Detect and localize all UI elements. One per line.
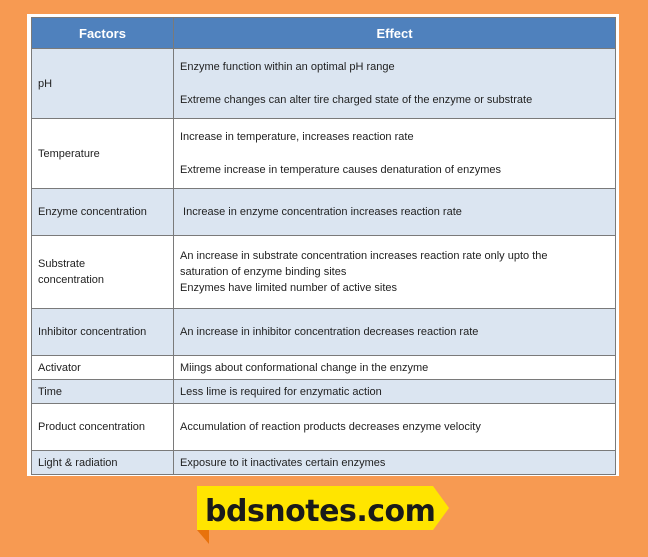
table-row: pH Enzyme function within an optimal pH …	[31, 48, 616, 119]
effect-cell: Enzyme function within an optimal pH ran…	[173, 48, 616, 119]
factor-cell: pH	[31, 48, 174, 119]
factor-cell: Substrate concentration	[31, 235, 174, 309]
effect-line: Enzymes have limited number of active si…	[180, 282, 398, 294]
effect-cell: An increase in inhibitor concentration d…	[173, 308, 616, 356]
factors-column-header: Factors	[31, 17, 174, 49]
effect-cell: An increase in substrate concentration i…	[173, 235, 616, 309]
effect-cell: Accumulation of reaction products decrea…	[173, 403, 616, 451]
effect-line: Increase in temperature, increases react…	[180, 131, 414, 143]
table-row: Temperature Increase in temperature, inc…	[31, 118, 616, 189]
table-row: Activator Miings about conformational ch…	[31, 355, 616, 380]
factor-cell: Activator	[31, 355, 174, 380]
factor-cell: Temperature	[31, 118, 174, 189]
table-header-row: Factors Effect	[31, 17, 616, 49]
table-row: Product concentration Accumulation of re…	[31, 403, 616, 451]
factor-cell: Product concentration	[31, 403, 174, 451]
table-row: Light & radiation Exposure to it inactiv…	[31, 450, 616, 475]
effect-cell: Increase in enzyme concentration increas…	[173, 188, 616, 236]
effect-cell: Less lime is required for enzymatic acti…	[173, 379, 616, 404]
effect-line: Extreme changes can alter tire charged s…	[180, 94, 533, 106]
logo-tag-shape	[197, 486, 449, 544]
effect-cell: Exposure to it inactivates certain enzym…	[173, 450, 616, 475]
factor-cell: Inhibitor concentration	[31, 308, 174, 356]
table-row: Inhibitor concentration An increase in i…	[31, 308, 616, 356]
logo-text: bdsnotes.com	[205, 494, 436, 529]
site-logo: bdsnotes.com	[197, 486, 449, 544]
effect-line: Extreme increase in temperature causes d…	[180, 164, 501, 176]
factor-cell: Enzyme concentration	[31, 188, 174, 236]
effect-line: saturation of enzyme binding sites	[180, 266, 347, 278]
effect-line: An increase in substrate concentration i…	[180, 250, 548, 262]
table-row: Time Less lime is required for enzymatic…	[31, 379, 616, 404]
table-row: Enzyme concentration Increase in enzyme …	[31, 188, 616, 236]
effect-cell: Increase in temperature, increases react…	[173, 118, 616, 189]
effect-column-header: Effect	[173, 17, 616, 49]
factors-table: Factors Effect pH Enzyme function within…	[31, 17, 616, 475]
effect-cell: Miings about conformational change in th…	[173, 355, 616, 380]
factor-cell: Light & radiation	[31, 450, 174, 475]
effect-line: Enzyme function within an optimal pH ran…	[180, 61, 395, 73]
table-row: Substrate concentration An increase in s…	[31, 235, 616, 309]
factor-cell: Time	[31, 379, 174, 404]
